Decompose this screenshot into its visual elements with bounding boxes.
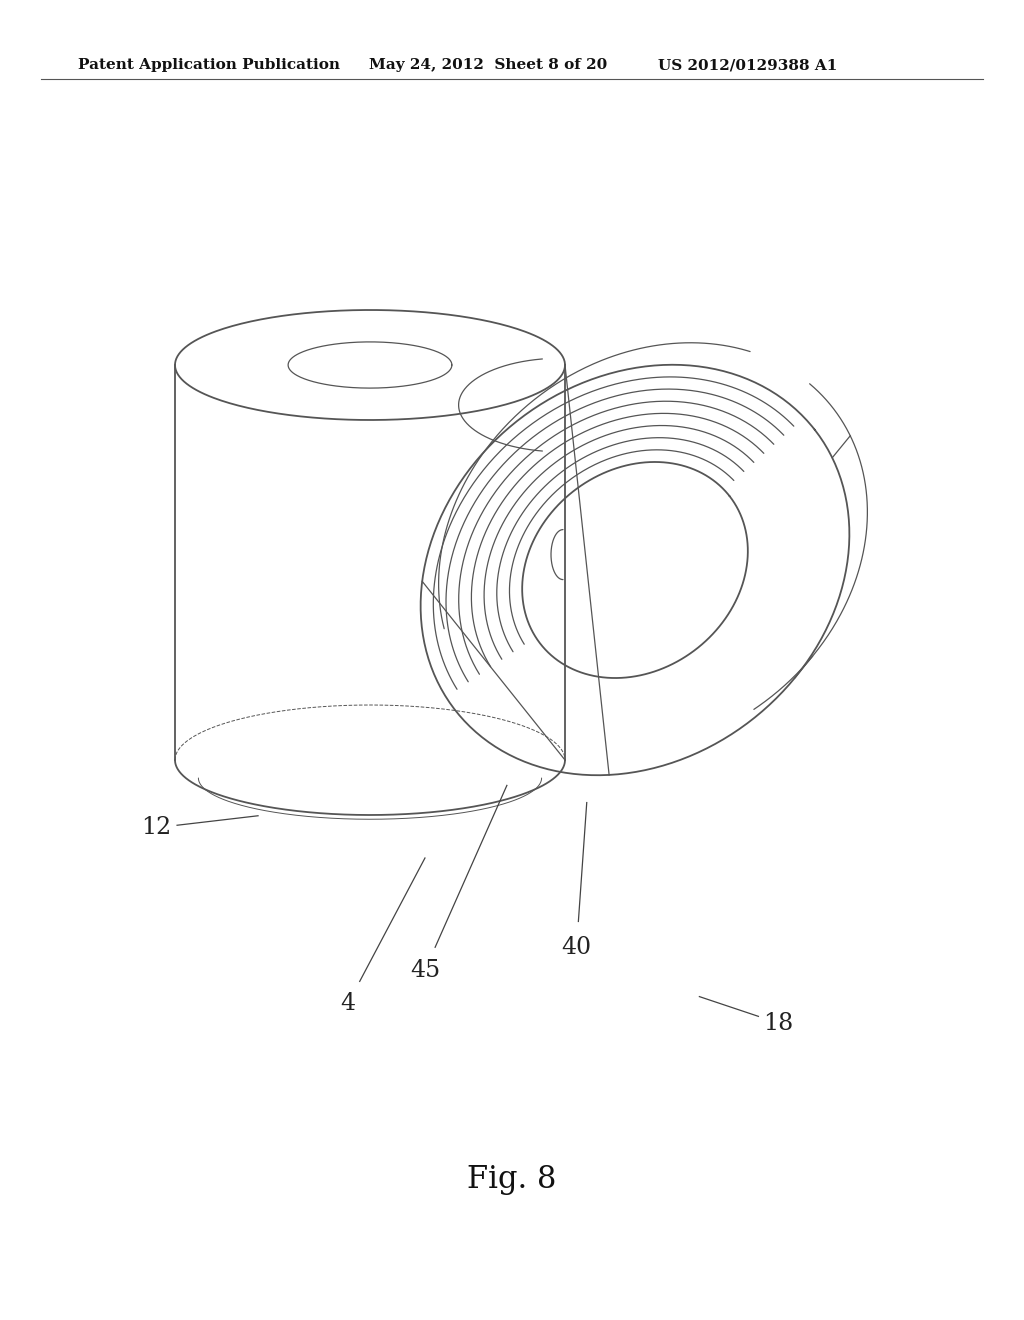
Text: 4: 4 <box>341 991 355 1015</box>
Text: 45: 45 <box>410 958 440 982</box>
Text: Patent Application Publication: Patent Application Publication <box>78 58 340 73</box>
Text: US 2012/0129388 A1: US 2012/0129388 A1 <box>658 58 838 73</box>
Text: 40: 40 <box>561 936 592 960</box>
Text: 12: 12 <box>141 816 172 840</box>
Text: 18: 18 <box>763 1011 794 1035</box>
Text: May 24, 2012  Sheet 8 of 20: May 24, 2012 Sheet 8 of 20 <box>369 58 607 73</box>
Text: Fig. 8: Fig. 8 <box>467 1164 557 1195</box>
